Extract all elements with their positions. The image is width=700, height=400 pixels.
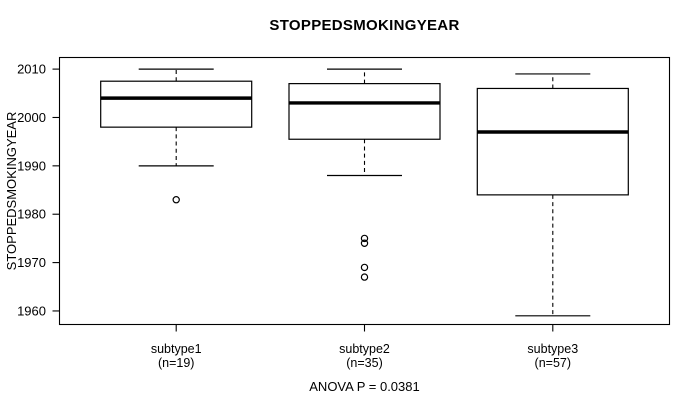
box-iqr-rect <box>288 83 441 140</box>
outlier-point <box>172 196 180 204</box>
anova-p-note: ANOVA P = 0.0381 <box>309 379 420 394</box>
y-tick-label: 2010 <box>17 62 46 77</box>
chart-title: STOPPEDSMOKINGYEAR <box>269 17 460 34</box>
x-category-sublabel: (n=19) <box>158 356 194 370</box>
y-tick-label: 1990 <box>17 158 46 173</box>
y-tick-label: 1960 <box>17 303 46 318</box>
outlier-point <box>360 263 369 272</box>
y-tick-label: 1980 <box>17 207 46 222</box>
y-axis-label: STOPPEDSMOKINGYEAR <box>4 112 19 271</box>
plot-dynamic-layer: 1960 1970 1980 1990 2000 2010 subtype1(n=19) su… <box>17 62 629 370</box>
y-tick-label: 2000 <box>17 110 46 125</box>
y-tick-label: 1970 <box>17 255 46 270</box>
x-category-label: subtype2 <box>339 342 390 356</box>
box-iqr-rect <box>476 87 629 196</box>
outlier-point <box>360 239 369 247</box>
x-category-sublabel: (n=57) <box>535 356 571 370</box>
x-category-sublabel: (n=35) <box>346 356 382 370</box>
x-category-label: subtype1 <box>151 342 202 356</box>
box-iqr-rect <box>100 80 253 128</box>
outlier-point <box>360 234 369 243</box>
outlier-point <box>360 273 369 281</box>
x-category-label: subtype3 <box>527 342 578 356</box>
